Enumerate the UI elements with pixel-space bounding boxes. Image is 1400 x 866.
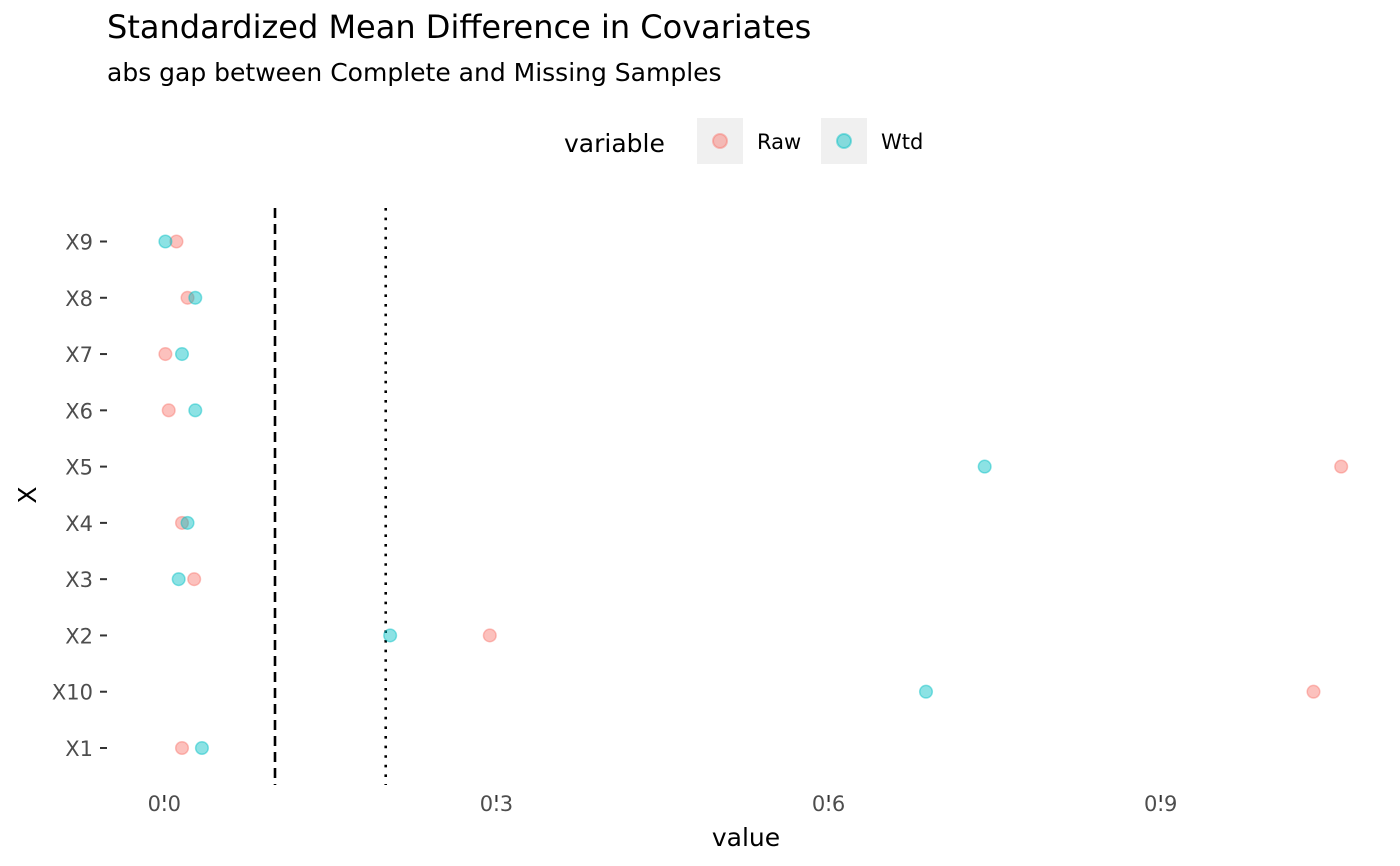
point-raw-x1: [174, 740, 190, 756]
point-wtd-x3: [171, 572, 186, 587]
legend-label-raw: Raw: [757, 130, 801, 154]
x-axis-title: value: [712, 823, 780, 852]
y-tick-label: X3: [65, 568, 93, 592]
legend-key-raw-bg: [697, 118, 743, 164]
x-tick-label: 0.0: [148, 792, 181, 816]
legend-key-wtd-bg: [821, 118, 867, 164]
y-tick-label: X9: [65, 231, 93, 255]
point-wtd-x5: [977, 459, 992, 474]
point-raw-x8: [180, 290, 195, 305]
point-raw-x4: [174, 515, 190, 530]
y-tick-label: X4: [65, 512, 93, 536]
y-tick-label: X6: [65, 399, 93, 423]
y-tick-label: X7: [65, 343, 93, 367]
point-wtd-x8: [188, 290, 203, 305]
y-tick-label: X10: [52, 681, 93, 705]
point-wtd-x4: [180, 515, 195, 530]
point-wtd-x2: [383, 628, 398, 643]
x-tick-label: 0.9: [1144, 792, 1177, 816]
point-wtd-x7: [174, 347, 190, 362]
x-tick-label: 0.6: [812, 792, 845, 816]
legend: variable Raw Wtd: [564, 118, 923, 164]
y-tick-label: X5: [65, 456, 93, 480]
point-raw-x9: [169, 234, 184, 249]
point-raw-x5: [1334, 459, 1349, 474]
point-raw-x6: [161, 403, 176, 418]
x-tick-label: 0.3: [480, 792, 513, 816]
legend-key-wtd: [836, 133, 852, 149]
y-tick-label: X1: [65, 737, 93, 761]
point-wtd-x10: [918, 684, 934, 699]
y-axis-title: X: [13, 486, 42, 503]
legend-label-wtd: Wtd: [881, 130, 923, 154]
point-raw-x7: [158, 347, 173, 362]
chart-title: Standardized Mean Difference in Covariat…: [107, 8, 812, 46]
chart-subtitle: abs gap between Complete and Missing Sam…: [107, 58, 722, 87]
point-raw-x10: [1306, 684, 1321, 699]
y-tick-label: X8: [65, 287, 93, 311]
point-wtd-x6: [188, 403, 203, 418]
point-raw-x2: [482, 628, 497, 643]
point-wtd-x9: [158, 234, 173, 249]
legend-key-raw: [712, 133, 728, 149]
point-wtd-x1: [194, 740, 209, 756]
legend-title: variable: [564, 129, 665, 158]
y-tick-label: X2: [65, 624, 93, 648]
point-raw-x3: [187, 572, 202, 587]
